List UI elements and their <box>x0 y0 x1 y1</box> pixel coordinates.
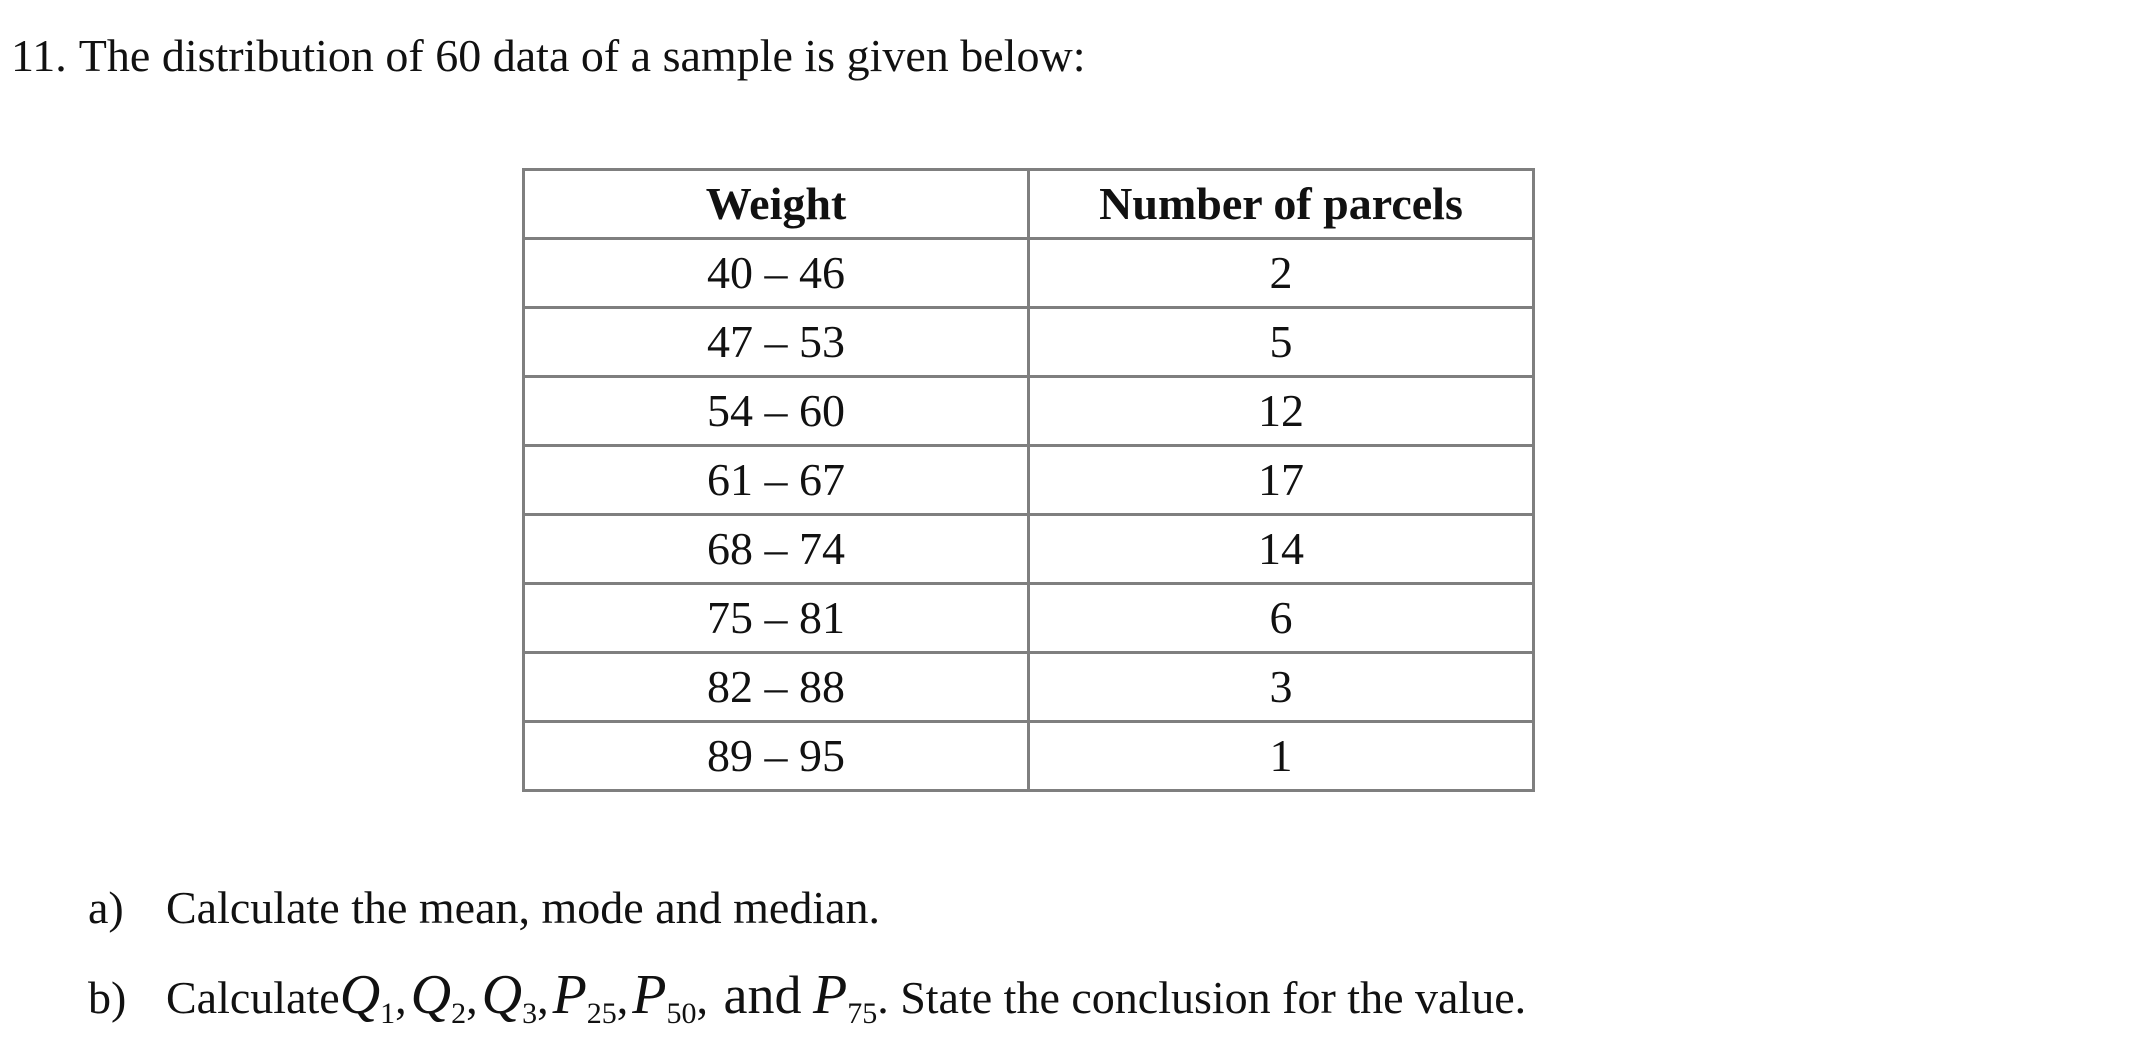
part-b-and: and <box>723 965 802 1025</box>
weight-cell: 47 – 53 <box>522 306 1030 378</box>
parcels-cell: 5 <box>1027 306 1535 378</box>
symbol-var: P <box>812 964 848 1026</box>
math-symbol-q2: Q2 <box>411 962 466 1032</box>
weight-cell: 61 – 67 <box>522 444 1030 516</box>
table-row: 75 – 81 6 <box>522 582 1535 654</box>
symbol-var: Q <box>410 964 452 1026</box>
header-weight: Weight <box>522 168 1030 240</box>
symbol-sub: 3 <box>522 997 538 1030</box>
table-row: 68 – 74 14 <box>522 513 1535 585</box>
parcels-cell: 12 <box>1027 375 1535 447</box>
symbol-var: Q <box>481 964 523 1026</box>
symbol-var: Q <box>339 964 381 1026</box>
symbol-var: P <box>632 964 667 1026</box>
symbol-sub: 25 <box>586 997 617 1030</box>
parcels-cell: 6 <box>1027 582 1535 654</box>
part-b-label: b) <box>88 972 127 1023</box>
question-number: 11. <box>11 30 67 81</box>
part-a-label: a) <box>88 882 124 933</box>
symbol-sub: 75 <box>847 997 878 1030</box>
weight-cell: 82 – 88 <box>522 651 1030 723</box>
weight-cell: 89 – 95 <box>522 720 1030 792</box>
symbol-sub: 50 <box>666 997 697 1030</box>
header-number-of-parcels: Number of parcels <box>1027 168 1535 240</box>
math-symbol-p25: P25 <box>553 962 617 1032</box>
table-header-row: Weight Number of parcels <box>522 168 1535 240</box>
question-parts: a) Calculate the mean, mode and median. … <box>88 880 1526 1044</box>
table-row: 40 – 46 2 <box>522 237 1535 309</box>
frequency-table: Weight Number of parcels 40 – 46 2 47 – … <box>522 168 1535 792</box>
weight-cell: 54 – 60 <box>522 375 1030 447</box>
parcels-cell: 14 <box>1027 513 1535 585</box>
weight-cell: 40 – 46 <box>522 237 1030 309</box>
part-a-text: Calculate the mean, mode and median. <box>166 882 881 933</box>
parcels-cell: 3 <box>1027 651 1535 723</box>
symbol-sub: 1 <box>380 997 396 1030</box>
parcels-cell: 1 <box>1027 720 1535 792</box>
symbol-sub: 2 <box>451 997 467 1030</box>
math-symbol-p75: P75 <box>813 962 877 1032</box>
table-row: 82 – 88 3 <box>522 651 1535 723</box>
parcels-cell: 2 <box>1027 237 1535 309</box>
question-heading: 11. The distribution of 60 data of a samp… <box>11 28 1085 83</box>
symbol-var: P <box>552 964 587 1026</box>
weight-cell: 68 – 74 <box>522 513 1030 585</box>
table-row: 89 – 95 1 <box>522 720 1535 792</box>
table-row: 47 – 53 5 <box>522 306 1535 378</box>
part-b: b) Calculate Q1, Q2, Q3, P25, P50, and P… <box>88 962 1527 1032</box>
part-b-prefix: Calculate <box>166 972 340 1023</box>
part-b-suffix: . State the conclusion for the value. <box>877 972 1527 1023</box>
question-text: The distribution of 60 data of a sample … <box>78 30 1086 81</box>
math-symbol-p50: P50 <box>632 962 696 1032</box>
part-a: a) Calculate the mean, mode and median. <box>88 880 1526 962</box>
table-row: 61 – 67 17 <box>522 444 1535 516</box>
math-symbol-q1: Q1 <box>340 962 395 1032</box>
parcels-cell: 17 <box>1027 444 1535 516</box>
math-symbol-q3: Q3 <box>482 962 537 1032</box>
table-row: 54 – 60 12 <box>522 375 1535 447</box>
weight-cell: 75 – 81 <box>522 582 1030 654</box>
